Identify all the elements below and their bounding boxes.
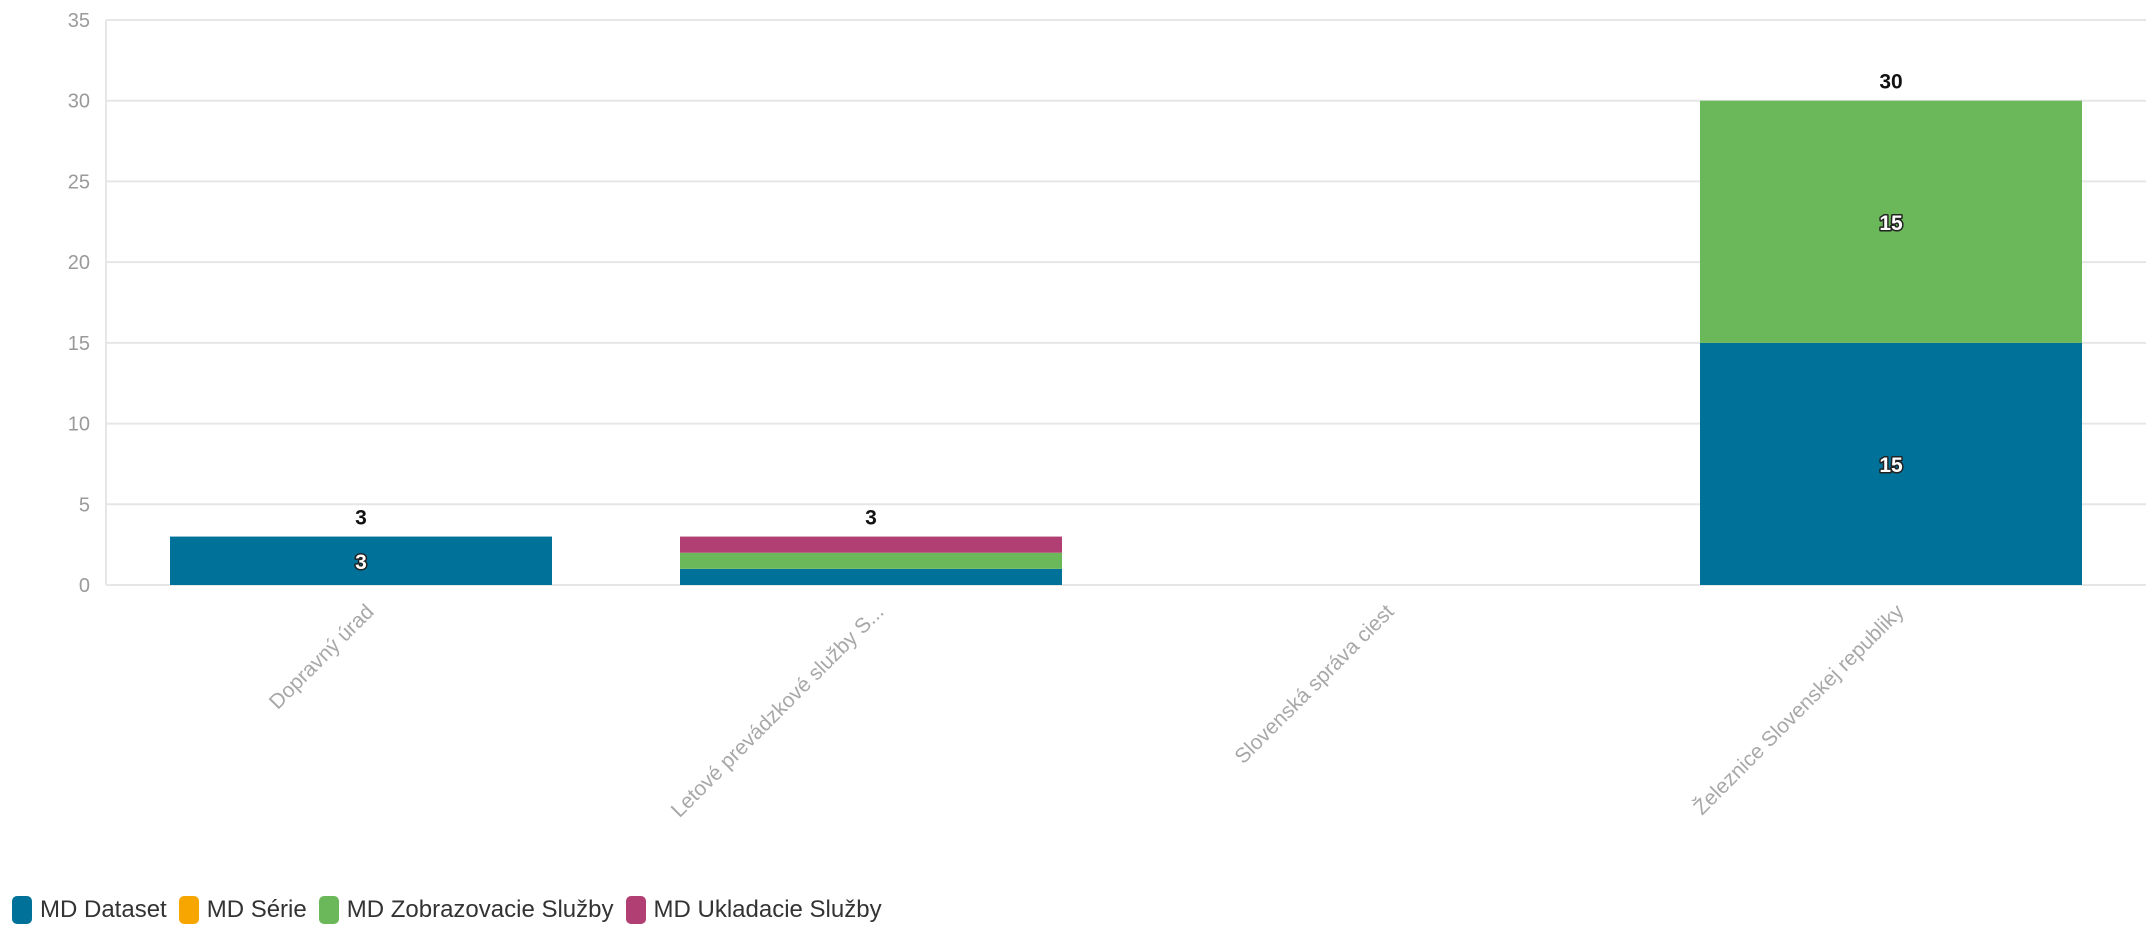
legend-item-md-serie[interactable]: MD Série <box>178 896 307 924</box>
x-category-label: Železnice Slovenskej republiky <box>1689 600 1909 820</box>
legend-label: MD Zobrazovacie Služby <box>346 896 614 923</box>
legend-swatch <box>318 896 339 924</box>
grid-lines <box>106 19 2146 586</box>
y-tick-label: 25 <box>68 171 90 193</box>
legend-swatch <box>12 896 32 924</box>
stacked-bar-chart: 0 5 10 15 20 25 30 35 3 3 3 15 15 30 Dopravný úrad Le… <box>68 10 2146 822</box>
total-value-label: 3 <box>355 507 367 530</box>
legend-item-md-zobrazovacie-sluzby[interactable]: MD Zobrazovacie Služby <box>318 896 614 924</box>
x-category-label: Letové prevádzkové služby S... <box>667 600 889 822</box>
segment-value-label: 3 <box>355 551 367 574</box>
x-axis: Dopravný úrad Letové prevádzkové služby S… <box>265 600 1909 822</box>
y-tick-label: 20 <box>68 252 90 274</box>
legend-swatch <box>625 896 646 924</box>
segment-value-label: 15 <box>1879 212 1903 235</box>
bar-segment <box>680 568 1062 585</box>
bar-segment <box>680 536 1062 553</box>
legend-label: MD Série <box>206 896 307 923</box>
x-category-label: Dopravný úrad <box>265 600 379 714</box>
total-value-label: 3 <box>865 507 877 530</box>
y-tick-label: 30 <box>68 91 90 113</box>
total-value-label: 30 <box>1879 71 1902 94</box>
y-tick-label: 0 <box>79 575 90 597</box>
y-tick-label: 5 <box>79 494 90 516</box>
bar-segment <box>170 536 552 585</box>
bars: 3 3 3 15 15 30 <box>170 71 2082 585</box>
y-axis: 0 5 10 15 20 25 30 35 <box>68 10 107 597</box>
x-category-label: Slovenská správa ciest <box>1230 600 1398 768</box>
segment-value-label: 15 <box>1879 454 1903 477</box>
bar-segment <box>680 552 1062 569</box>
legend-item-md-ukladacie-sluzby[interactable]: MD Ukladacie Služby <box>625 896 882 924</box>
y-tick-label: 10 <box>68 414 90 436</box>
y-tick-label: 15 <box>68 333 90 355</box>
bar-segment <box>1700 342 2082 585</box>
legend: MD Dataset MD Série MD Zobrazovacie Služ… <box>12 896 894 924</box>
bar-segment <box>1700 100 2082 343</box>
legend-item-md-dataset[interactable]: MD Dataset <box>12 896 167 924</box>
legend-swatch <box>178 896 199 924</box>
y-tick-label: 35 <box>68 10 90 32</box>
legend-label: MD Dataset <box>40 896 167 923</box>
legend-label: MD Ukladacie Služby <box>653 896 882 923</box>
